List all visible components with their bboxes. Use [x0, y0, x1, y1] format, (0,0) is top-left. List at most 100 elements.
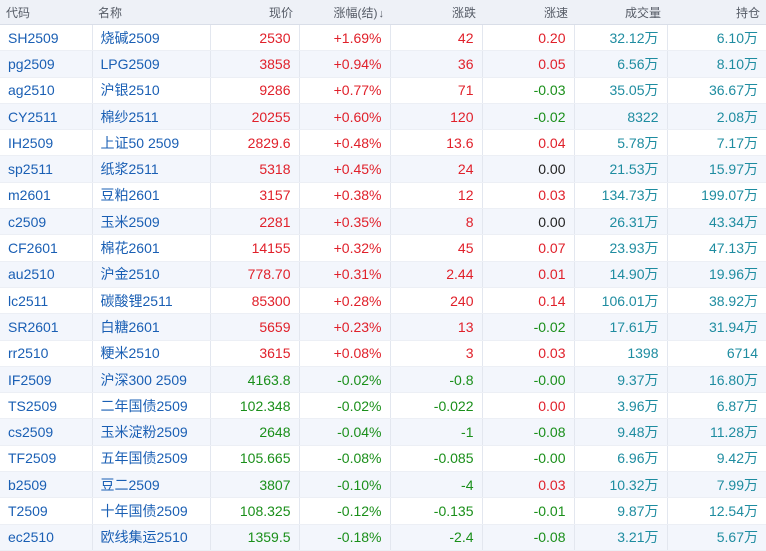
cell-code[interactable]: TF2509: [0, 445, 93, 473]
table-row[interactable]: TF2509 五年国债2509 105.665 -0.08% -0.085 -0.00 6.…: [0, 445, 766, 473]
cell-change-pct: +0.31%: [299, 261, 391, 288]
cell-name[interactable]: 欧线集运2510: [92, 524, 211, 551]
cell-change: 120: [390, 103, 483, 131]
cell-volume: 106.01万: [574, 287, 668, 315]
column-header-code[interactable]: 代码: [0, 0, 92, 25]
cell-code[interactable]: ag2510: [0, 77, 93, 104]
cell-price: 4163.8: [210, 366, 300, 394]
cell-code[interactable]: cs2509: [0, 418, 93, 446]
cell-name[interactable]: 玉米2509: [92, 208, 211, 236]
table-row[interactable]: sp2511 纸浆2511 5318 +0.45% 24 0.00 21.53万 15.97万: [0, 155, 766, 183]
cell-price: 20255: [210, 103, 300, 131]
cell-speed: -0.02: [482, 313, 575, 341]
table-row[interactable]: T2509 十年国债2509 108.325 -0.12% -0.135 -0.01 9.8…: [0, 497, 766, 525]
cell-name[interactable]: 玉米淀粉2509: [92, 418, 211, 446]
cell-code[interactable]: c2509: [0, 208, 93, 236]
cell-price: 102.348: [210, 392, 300, 420]
cell-price: 5659: [210, 313, 300, 341]
cell-name[interactable]: 棉纱2511: [92, 103, 211, 131]
column-header-change[interactable]: 涨跌: [390, 0, 482, 25]
cell-code[interactable]: m2601: [0, 182, 93, 210]
cell-name[interactable]: 豆二2509: [92, 471, 211, 499]
cell-open-interest: 6.10万: [667, 24, 766, 52]
cell-speed: -0.02: [482, 103, 575, 131]
cell-code[interactable]: SH2509: [0, 24, 93, 52]
column-header-price[interactable]: 现价: [210, 0, 299, 25]
cell-volume: 3.96万: [574, 392, 668, 420]
cell-code[interactable]: CF2601: [0, 234, 93, 262]
table-row[interactable]: c2509 玉米2509 2281 +0.35% 8 0.00 26.31万 43.34万: [0, 208, 766, 236]
cell-change-pct: -0.10%: [299, 471, 391, 499]
cell-code[interactable]: lc2511: [0, 287, 93, 315]
table-row[interactable]: m2601 豆粕2601 3157 +0.38% 12 0.03 134.73万 199.07…: [0, 182, 766, 210]
table-row[interactable]: rr2510 粳米2510 3615 +0.08% 3 0.03 1398 6714: [0, 340, 766, 367]
table-row[interactable]: au2510 沪金2510 778.70 +0.31% 2.44 0.01 14.90万 19…: [0, 261, 766, 288]
table-row[interactable]: SH2509 烧碱2509 2530 +1.69% 42 0.20 32.12万 6.10万: [0, 24, 766, 52]
cell-price: 2648: [210, 418, 300, 446]
cell-name[interactable]: 上证50 2509: [92, 129, 211, 157]
cell-name[interactable]: 白糖2601: [92, 313, 211, 341]
cell-change-pct: +0.94%: [299, 50, 391, 78]
cell-name[interactable]: 纸浆2511: [92, 155, 211, 183]
cell-name[interactable]: LPG2509: [92, 50, 211, 78]
cell-volume: 1398: [574, 340, 668, 367]
table-row[interactable]: ec2510 欧线集运2510 1359.5 -0.18% -2.4 -0.08 3.21万…: [0, 524, 766, 551]
cell-price: 14155: [210, 234, 300, 262]
cell-code[interactable]: IF2509: [0, 366, 93, 394]
cell-change: 13: [390, 313, 483, 341]
cell-name[interactable]: 沪金2510: [92, 261, 211, 288]
cell-code[interactable]: TS2509: [0, 392, 93, 420]
cell-code[interactable]: pg2509: [0, 50, 93, 78]
cell-name[interactable]: 二年国债2509: [92, 392, 211, 420]
table-row[interactable]: cs2509 玉米淀粉2509 2648 -0.04% -1 -0.08 9.48万 11.2…: [0, 418, 766, 446]
cell-change: -0.085: [390, 445, 483, 473]
cell-code[interactable]: CY2511: [0, 103, 93, 131]
cell-name[interactable]: 沪深300 2509: [92, 366, 211, 394]
cell-speed: 0.04: [482, 129, 575, 157]
cell-name[interactable]: 豆粕2601: [92, 182, 211, 210]
cell-speed: -0.00: [482, 445, 575, 473]
cell-code[interactable]: IH2509: [0, 129, 93, 157]
cell-change: 13.6: [390, 129, 483, 157]
cell-volume: 8322: [574, 103, 668, 131]
table-row[interactable]: IF2509 沪深300 2509 4163.8 -0.02% -0.8 -0.00 9.3…: [0, 366, 766, 394]
table-row[interactable]: lc2511 碳酸锂2511 85300 +0.28% 240 0.14 106.01万 38…: [0, 287, 766, 315]
cell-name[interactable]: 沪银2510: [92, 77, 211, 104]
cell-price: 3807: [210, 471, 300, 499]
cell-name[interactable]: 碳酸锂2511: [92, 287, 211, 315]
column-header-name[interactable]: 名称: [92, 0, 210, 25]
cell-name[interactable]: 棉花2601: [92, 234, 211, 262]
table-row[interactable]: IH2509 上证50 2509 2829.6 +0.48% 13.6 0.04 5.78万…: [0, 129, 766, 157]
cell-name[interactable]: 烧碱2509: [92, 24, 211, 52]
cell-code[interactable]: ec2510: [0, 524, 93, 551]
cell-speed: 0.00: [482, 208, 575, 236]
column-header-volume[interactable]: 成交量: [574, 0, 667, 25]
table-row[interactable]: TS2509 二年国债2509 102.348 -0.02% -0.022 0.00 3.9…: [0, 392, 766, 420]
cell-price: 3615: [210, 340, 300, 367]
table-row[interactable]: b2509 豆二2509 3807 -0.10% -4 0.03 10.32万 7.99万: [0, 471, 766, 499]
cell-name[interactable]: 五年国债2509: [92, 445, 211, 473]
cell-volume: 3.21万: [574, 524, 668, 551]
column-header-speed[interactable]: 涨速: [482, 0, 574, 25]
cell-name[interactable]: 粳米2510: [92, 340, 211, 367]
table-row[interactable]: ag2510 沪银2510 9286 +0.77% 71 -0.03 35.05万 36.67…: [0, 77, 766, 104]
column-header-open-interest[interactable]: 持仓: [667, 0, 766, 25]
cell-code[interactable]: b2509: [0, 471, 93, 499]
cell-volume: 21.53万: [574, 155, 668, 183]
cell-name[interactable]: 十年国债2509: [92, 497, 211, 525]
table-row[interactable]: CY2511 棉纱2511 20255 +0.60% 120 -0.02 8322 2.08万: [0, 103, 766, 131]
cell-change: 12: [390, 182, 483, 210]
cell-speed: 0.00: [482, 392, 575, 420]
cell-volume: 6.56万: [574, 50, 668, 78]
table-row[interactable]: SR2601 白糖2601 5659 +0.23% 13 -0.02 17.61万 31.94…: [0, 313, 766, 341]
cell-code[interactable]: sp2511: [0, 155, 93, 183]
table-row[interactable]: pg2509 LPG2509 3858 +0.94% 36 0.05 6.56万 8.10万: [0, 50, 766, 78]
cell-code[interactable]: au2510: [0, 261, 93, 288]
cell-code[interactable]: T2509: [0, 497, 93, 525]
table-row[interactable]: CF2601 棉花2601 14155 +0.32% 45 0.07 23.93万 47.13…: [0, 234, 766, 262]
cell-code[interactable]: SR2601: [0, 313, 93, 341]
cell-code[interactable]: rr2510: [0, 340, 93, 367]
column-header-change-pct[interactable]: 涨幅(结)↓: [299, 0, 390, 25]
cell-change-pct: +0.77%: [299, 77, 391, 104]
